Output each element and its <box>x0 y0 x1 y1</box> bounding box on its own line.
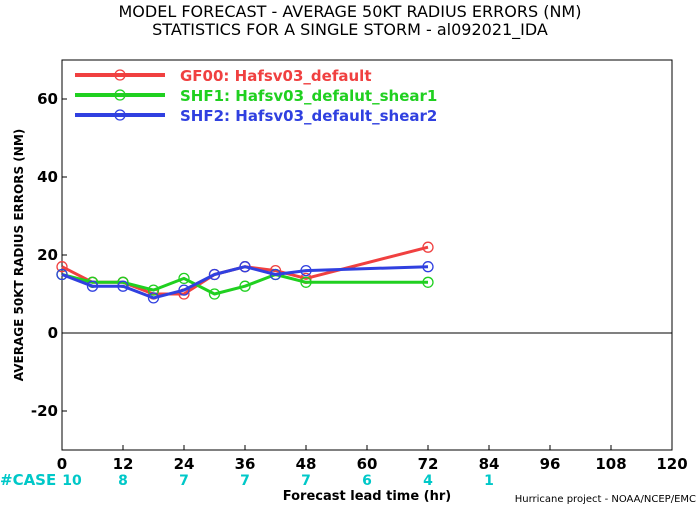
chart-subtitle: STATISTICS FOR A SINGLE STORM - al092021… <box>152 20 548 39</box>
case-label: #CASE <box>0 471 56 489</box>
legend-marker <box>114 109 126 121</box>
data-point <box>56 268 68 281</box>
case-count: 7 <box>179 473 189 489</box>
data-point <box>178 272 190 285</box>
data-point <box>239 280 251 292</box>
series-line <box>61 273 428 296</box>
case-count: 4 <box>423 473 433 489</box>
data-point <box>422 241 434 253</box>
x-tick-label: 120 <box>656 455 687 473</box>
data-point <box>56 261 68 273</box>
chart-title: MODEL FORECAST - AVERAGE 50KT RADIUS ERR… <box>118 2 582 21</box>
data-point <box>300 276 312 288</box>
x-tick-label: 84 <box>479 455 500 473</box>
case-count: 7 <box>301 473 311 489</box>
x-tick-label: 60 <box>357 455 378 473</box>
x-tick-label: 24 <box>174 455 195 473</box>
y-tick-label: 60 <box>37 90 58 108</box>
y-tick-label: 0 <box>48 324 58 342</box>
series-line <box>61 265 429 300</box>
data-point <box>300 264 312 277</box>
legend-marker <box>114 89 126 101</box>
data-point <box>239 261 251 273</box>
case-count: 1 <box>484 473 494 489</box>
data-point <box>422 261 434 273</box>
data-point <box>117 280 129 292</box>
y-tick-label: 20 <box>37 246 58 264</box>
y-tick-label: -20 <box>31 402 58 420</box>
x-tick-label: 72 <box>418 455 439 473</box>
x-tick-label: 0 <box>57 455 67 473</box>
data-point <box>269 268 282 281</box>
data-point <box>147 292 160 304</box>
x-tick-label: 36 <box>235 455 256 473</box>
case-count: 6 <box>362 473 372 489</box>
y-axis-label: AVERAGE 50KT RADIUS ERRORS (NM) <box>12 129 26 381</box>
legend-label: SHF1: Hafsv03_defalut_shear1 <box>180 87 437 105</box>
x-tick-label: 96 <box>540 455 561 473</box>
data-point <box>208 268 221 281</box>
legend-label: SHF2: Hafsv03_default_shear2 <box>180 107 437 125</box>
x-tick-label: 48 <box>296 455 317 473</box>
x-tick-label: 12 <box>113 455 134 473</box>
data-point <box>178 284 190 296</box>
legend-marker <box>114 69 126 81</box>
legend-label: GF00: Hafsv03_default <box>180 67 371 85</box>
case-count: 10 <box>62 473 82 489</box>
y-tick-label: 40 <box>37 168 58 186</box>
case-count: 7 <box>240 473 250 489</box>
data-point <box>422 276 434 288</box>
x-tick-label: 108 <box>595 455 626 473</box>
x-axis-label: Forecast lead time (hr) <box>283 489 451 504</box>
case-count: 8 <box>118 473 128 489</box>
credit-text: Hurricane project - NOAA/NCEP/EMC <box>515 494 696 505</box>
data-point <box>147 284 160 296</box>
data-point <box>86 280 99 292</box>
data-point <box>208 288 221 300</box>
